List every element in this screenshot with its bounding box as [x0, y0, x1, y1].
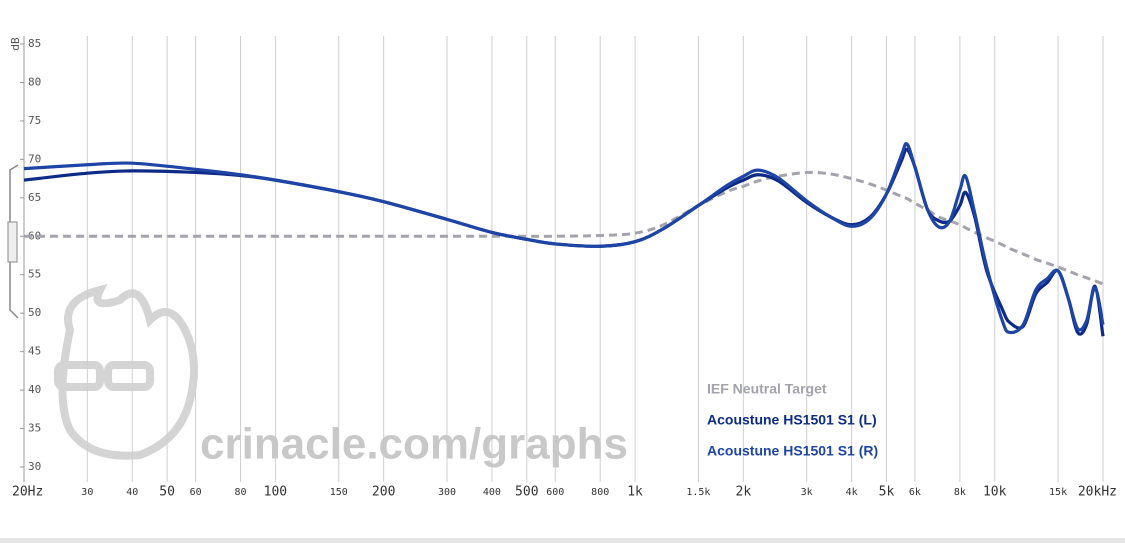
x-tick-label: 3k — [801, 487, 813, 498]
x-tick-label: 800 — [591, 487, 609, 498]
series-line — [24, 170, 1104, 286]
legend-entry: Acoustune HS1501 S1 (L) — [707, 412, 877, 428]
y-tick-label: 45 — [28, 345, 41, 358]
x-tick-label: 1.5k — [686, 487, 710, 498]
y-tick-label: 55 — [28, 268, 41, 281]
legend-entry: IEF Neutral Target — [707, 381, 827, 397]
legend-entry: Acoustune HS1501 S1 (R) — [707, 443, 878, 459]
x-tick-label: 600 — [546, 487, 564, 498]
x-tick-label: 5k — [879, 485, 895, 500]
series-line — [23, 141, 1105, 335]
y-axis-label: dB — [9, 37, 22, 51]
x-tick-label: 150 — [330, 487, 348, 498]
x-tick-label: 8k — [954, 487, 966, 498]
y-tick-label: 75 — [28, 114, 41, 127]
y-tick-label: 85 — [28, 37, 41, 50]
x-tick-label: 30 — [81, 487, 93, 498]
x-tick-label: 60 — [190, 487, 202, 498]
x-tick-label: 100 — [264, 485, 287, 500]
x-tick-label: 6k — [909, 487, 921, 498]
x-tick-label: 15k — [1049, 487, 1067, 498]
y-tick-label: 40 — [28, 383, 41, 396]
x-tick-label: 400 — [483, 487, 501, 498]
y-tick-label: 30 — [28, 460, 41, 473]
series-line — [23, 147, 1105, 337]
x-tick-label: 80 — [235, 487, 247, 498]
mascot — [54, 284, 198, 460]
x-tick-label: 200 — [372, 485, 395, 500]
x-tick-label: 300 — [438, 487, 456, 498]
x-tick-label: 50 — [159, 485, 175, 500]
y-tick-label: 50 — [28, 306, 41, 319]
y-tick-label: 65 — [28, 191, 41, 204]
y-tick-label: 70 — [28, 152, 41, 165]
x-tick-label: 2k — [736, 485, 752, 500]
x-tick-label: 20kHz — [1078, 485, 1117, 500]
slider-grip[interactable] — [7, 221, 18, 263]
watermark: crinacle.com/graphs — [200, 420, 628, 469]
x-tick-label: 20Hz — [12, 485, 43, 500]
x-tick-label: 40 — [126, 487, 138, 498]
x-tick-label: 500 — [515, 485, 538, 500]
y-tick-label: 35 — [28, 422, 41, 435]
x-tick-label: 4k — [846, 487, 858, 498]
y-tick-label: 60 — [28, 229, 41, 242]
x-tick-label: 1k — [627, 485, 643, 500]
y-tick-label: 80 — [28, 75, 41, 88]
x-tick-label: 10k — [983, 485, 1007, 500]
bottom-bar — [0, 538, 1125, 543]
